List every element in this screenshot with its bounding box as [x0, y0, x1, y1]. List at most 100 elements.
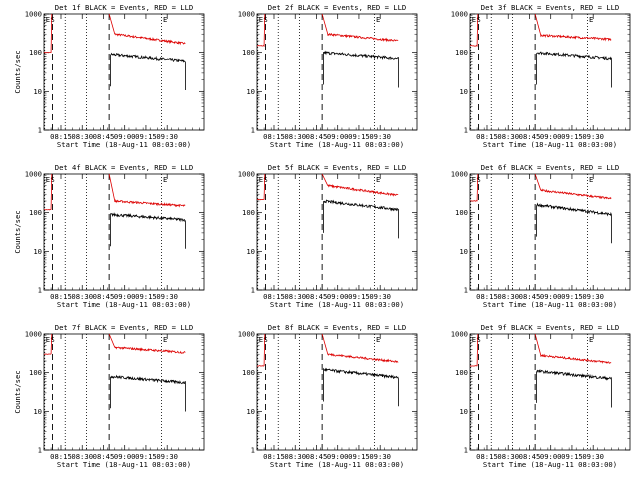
series-lld-pre	[469, 333, 479, 367]
x-axis-label: Start Time (18-Aug-11 08:03:00)	[270, 140, 404, 149]
y-tick-label: 1000	[25, 170, 42, 179]
x-tick-label: 08:15	[476, 132, 498, 141]
x-tick-label: 09:00	[540, 132, 562, 141]
flag-label: S	[263, 335, 267, 344]
y-axis-label: Counts/sec	[13, 370, 22, 413]
series-lld	[108, 13, 186, 46]
panel-2: Det 2f BLACK = Events, RED = LLD 1 10 100 10…	[238, 3, 418, 149]
series-events	[536, 368, 612, 408]
flag-label: E	[376, 15, 380, 24]
x-axis-label: Start Time (18-Aug-11 08:03:00)	[270, 300, 404, 309]
y-tick-label: 1000	[451, 10, 468, 19]
panel-9: Det 9f BLACK = Events, RED = LLD 1 10 100 10…	[451, 323, 631, 469]
y-tick-label: 1	[464, 446, 468, 455]
y-tick-label: 1	[251, 126, 255, 135]
series-lld-pre	[43, 13, 53, 54]
series-events	[536, 202, 612, 244]
flag-label: E	[589, 335, 593, 344]
flag-label: E	[259, 175, 263, 184]
x-tick-label: 09:30	[156, 292, 178, 301]
y-tick-label: 100	[29, 48, 42, 57]
x-tick-label: 09:30	[582, 292, 604, 301]
panel-title: Det 4f BLACK = Events, RED = LLD	[55, 163, 193, 172]
series-lld	[321, 173, 399, 197]
flag-label: E	[163, 15, 167, 24]
x-tick-label: 08:15	[476, 452, 498, 461]
panel-title: Det 7f BLACK = Events, RED = LLD	[55, 323, 193, 332]
x-axis-label: Start Time (18-Aug-11 08:03:00)	[483, 140, 617, 149]
x-tick-label: 09:00	[114, 132, 136, 141]
x-tick-label: 08:45	[519, 132, 541, 141]
y-tick-label: 10	[33, 407, 42, 416]
flag-label: S	[476, 15, 480, 24]
x-tick-label: 09:15	[348, 452, 370, 461]
y-tick-label: 100	[455, 208, 468, 217]
x-tick-label: 08:45	[93, 292, 115, 301]
panel-title: Det 3f BLACK = Events, RED = LLD	[481, 3, 619, 12]
series-lld	[108, 333, 186, 354]
y-tick-label: 1000	[238, 10, 255, 19]
x-axis-label: Start Time (18-Aug-11 08:03:00)	[483, 300, 617, 309]
x-axis-label: Start Time (18-Aug-11 08:03:00)	[57, 460, 191, 469]
flag-label: E	[472, 335, 476, 344]
series-lld	[534, 13, 612, 42]
x-tick-label: 08:15	[263, 132, 285, 141]
y-tick-label: 1	[464, 286, 468, 295]
x-tick-label: 09:30	[369, 292, 391, 301]
y-tick-label: 1	[38, 126, 42, 135]
x-tick-label: 08:30	[71, 292, 93, 301]
plot-frame	[256, 333, 418, 451]
x-tick-label: 08:30	[71, 132, 93, 141]
x-tick-label: 09:30	[369, 132, 391, 141]
y-tick-label: 1000	[25, 330, 42, 339]
plot-frame	[43, 173, 205, 291]
series-lld-pre	[43, 333, 53, 355]
x-tick-label: 08:15	[50, 452, 72, 461]
series-events	[323, 199, 399, 239]
series-lld-pre	[256, 173, 266, 201]
flag-label: E	[376, 335, 380, 344]
flag-label: E	[259, 335, 263, 344]
x-tick-label: 09:00	[114, 292, 136, 301]
x-tick-label: 08:15	[50, 132, 72, 141]
flag-label: E	[46, 15, 50, 24]
flag-label: S	[476, 335, 480, 344]
plot-frame	[256, 173, 418, 291]
y-tick-label: 1	[251, 446, 255, 455]
x-tick-label: 09:15	[561, 132, 583, 141]
x-tick-label: 08:30	[497, 452, 519, 461]
x-tick-label: 08:15	[476, 292, 498, 301]
x-tick-label: 09:00	[327, 292, 349, 301]
y-axis-label: Counts/sec	[13, 210, 22, 253]
x-tick-label: 09:00	[327, 132, 349, 141]
y-tick-label: 1	[464, 126, 468, 135]
x-tick-label: 09:00	[540, 452, 562, 461]
panel-8: Det 8f BLACK = Events, RED = LLD 1 10 100 10…	[238, 323, 418, 469]
x-tick-label: 09:15	[348, 292, 370, 301]
y-tick-label: 1	[251, 286, 255, 295]
series-lld	[534, 333, 612, 364]
series-lld	[108, 173, 186, 208]
y-tick-label: 10	[246, 87, 255, 96]
flag-label: S	[50, 335, 54, 344]
y-tick-label: 10	[459, 87, 468, 96]
series-lld	[534, 173, 612, 200]
flag-label: E	[589, 175, 593, 184]
x-tick-label: 08:30	[71, 452, 93, 461]
x-tick-label: 08:45	[306, 452, 328, 461]
panel-title: Det 1f BLACK = Events, RED = LLD	[55, 3, 193, 12]
x-tick-label: 09:00	[327, 452, 349, 461]
flag-label: E	[259, 15, 263, 24]
panel-7: Det 7f BLACK = Events, RED = LLD 1 10 100 10…	[13, 323, 205, 469]
x-tick-label: 09:15	[135, 292, 157, 301]
series-events	[110, 374, 186, 412]
x-tick-label: 09:00	[114, 452, 136, 461]
x-tick-label: 08:30	[284, 292, 306, 301]
x-tick-label: 08:15	[263, 452, 285, 461]
flag-label: E	[46, 175, 50, 184]
y-tick-label: 10	[459, 407, 468, 416]
series-lld-pre	[256, 13, 266, 48]
panel-title: Det 2f BLACK = Events, RED = LLD	[268, 3, 406, 12]
flag-label: S	[50, 175, 54, 184]
